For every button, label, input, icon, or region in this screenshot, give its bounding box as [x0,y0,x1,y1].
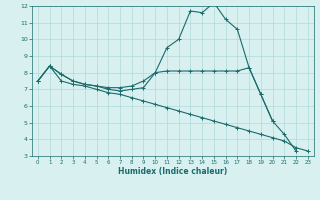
X-axis label: Humidex (Indice chaleur): Humidex (Indice chaleur) [118,167,228,176]
